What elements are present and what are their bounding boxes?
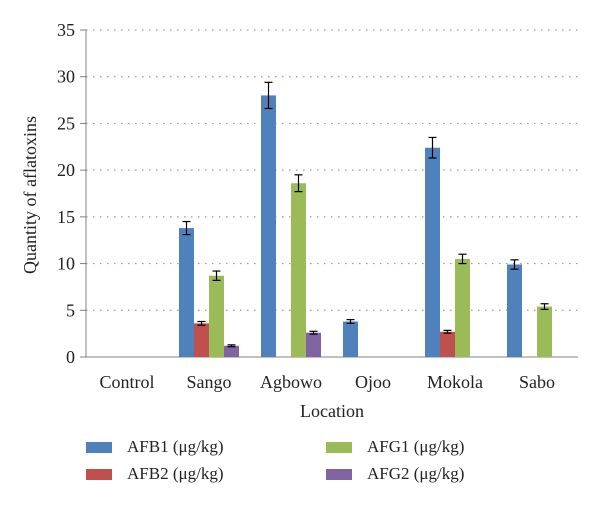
y-tick-label: 30 [57,67,75,87]
y-tick-label: 15 [57,207,75,227]
bar-afb1-mokola [425,147,440,357]
bar-afg1-mokola [455,258,470,357]
bar-afg1-agbowo [291,183,306,357]
y-tick-label: 25 [57,113,75,133]
x-tick-label-ojoo: Ojoo [355,372,391,392]
bar-afb2-mokola [440,331,455,357]
error-bar-afb1-mokola [428,136,437,159]
bars [179,95,552,358]
bar-afb1-sango [179,228,194,357]
error-bars [182,81,549,348]
x-tick-label-sango: Sango [187,372,232,392]
x-tick-label-agbowo: Agbowo [260,372,322,392]
gridlines [86,29,578,311]
y-tick-labels: 0 5 10 15 20 25 30 35 [57,20,86,367]
x-axis-title: Location [300,401,364,421]
error-bar-afg2-agbowo [309,330,318,335]
y-tick-label: 0 [66,347,75,367]
error-bar-afb2-sango [197,320,206,326]
error-bar-afg1-sabo [540,303,549,310]
error-bar-afb1-sango [182,220,191,236]
error-bar-afg1-sango [212,270,221,281]
bar-afb1-ojoo [343,321,358,357]
bar-afb1-agbowo [261,95,276,358]
bar-afg1-sango [209,275,224,357]
bar-afg2-agbowo [306,332,321,357]
y-tick-label: 5 [66,300,75,320]
y-tick-label: 10 [57,254,75,274]
error-bar-afg1-agbowo [294,174,303,193]
x-tick-label-control: Control [99,372,154,392]
bar-afg1-sabo [537,306,552,357]
y-tick-label: 20 [57,160,75,180]
x-tick-labels: Control Sango Agbowo Ojoo Mokola Sabo [99,372,555,392]
y-tick-label: 35 [57,20,75,40]
x-tick-label-sabo: Sabo [519,372,555,392]
x-tick-label-mokola: Mokola [427,372,483,392]
bar-afb2-sango [194,323,209,357]
bar-afg2-sango [224,345,239,357]
bar-afb1-sabo [507,264,522,357]
error-bar-afg2-sango [227,344,236,348]
error-bar-afb1-ojoo [346,319,355,324]
y-axis-title: Quantity of aflatoxins [20,116,40,274]
error-bar-afg1-mokola [458,253,467,265]
error-bar-afb1-agbowo [264,81,273,110]
error-bar-afb1-sabo [510,259,519,270]
error-bar-afb2-mokola [443,329,452,334]
